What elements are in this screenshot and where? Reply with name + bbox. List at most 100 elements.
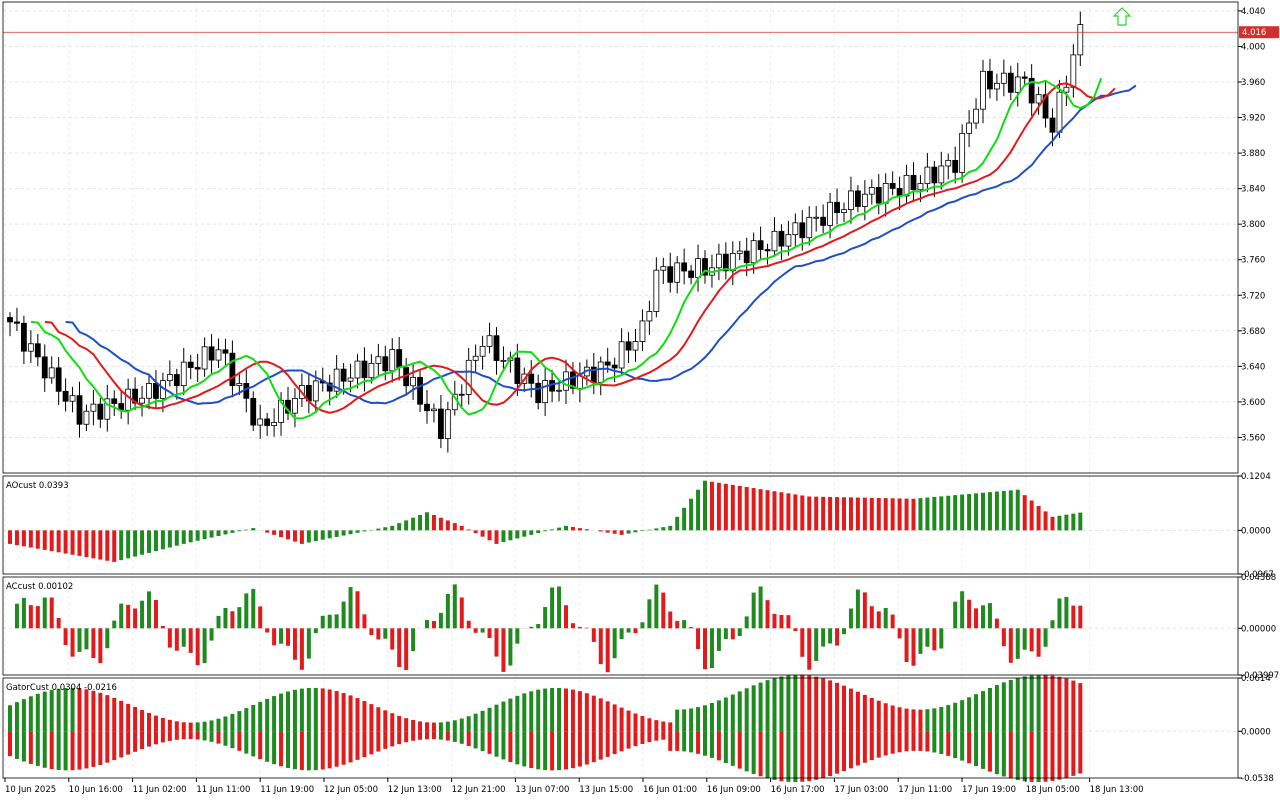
histogram-bar [237,530,242,532]
time-tick-label: 12 Jun 13:00 [388,785,442,795]
histogram-bar [105,530,110,561]
gator-lower-bar [689,731,694,753]
time-tick-label: 16 Jun 17:00 [771,785,825,795]
histogram-bar [452,523,457,531]
gator-lower-bar [682,731,687,752]
histogram-bar [1008,628,1013,663]
histogram-bar [737,485,742,531]
gator-upper-bar [696,707,701,732]
histogram-bar [612,530,617,534]
candle [542,380,549,404]
gator-lower-bar [355,731,360,760]
price-tick-label: 3.560 [1241,433,1265,443]
price-panel[interactable] [3,7,1238,453]
histogram-bar [633,628,638,634]
candle [570,371,576,389]
gator-lower-bar [605,731,610,757]
candle [500,359,507,362]
histogram-bar [765,490,770,531]
gator-upper-bar [751,685,756,732]
panel-frame [2,1,1239,474]
histogram-bar [953,601,958,629]
histogram-bar [292,628,297,660]
histogram-bar [939,628,944,649]
gator-lower-bar [8,731,12,757]
histogram-bar [98,530,103,560]
candle [180,361,187,387]
gator-upper-bar [946,705,951,732]
candle [431,408,437,412]
gator-upper-bar [286,691,290,732]
histogram-bar [779,492,784,531]
time-tick-label: 13 Jun 15:00 [579,785,633,795]
gator-lower-bar [953,731,958,759]
gator-lower-bar [869,731,874,761]
candle [27,343,34,352]
indicator-tick-label: 0.00000 [1241,624,1276,634]
time-tick-label: 10 Jun 2025 [5,785,56,795]
candle [14,321,20,324]
gator-lower-bar [821,731,826,779]
candle [375,356,382,364]
histogram-bar [425,512,429,531]
candle [486,335,493,347]
gator-lower-bar [737,731,742,769]
gator-lower-bar [598,731,603,760]
gator-upper-bar [174,721,179,732]
gator-lower-bar [855,731,860,766]
price-tick-label: 3.640 [1241,362,1265,372]
candle [820,216,827,226]
gator-lower-bar [779,731,784,782]
histogram-bar [91,530,96,559]
ao-panel[interactable] [3,480,1238,562]
gator-upper-bar [1001,682,1006,732]
gator-upper-bar [904,708,909,732]
histogram-bar [362,530,367,532]
histogram-bar [1064,596,1069,629]
gator-lower-bar [258,731,263,760]
gator-upper-bar [1008,679,1013,732]
time-tick-label: 11 Jun 19:00 [260,785,314,795]
gator-lower-bar [452,731,457,742]
gator-upper-bar [160,717,165,732]
histogram-bar [939,496,944,531]
histogram-bar [466,529,471,531]
gator-lower-bar [418,731,423,740]
price-tick-label: 4.000 [1241,42,1265,52]
gator-lower-bar [730,731,735,766]
histogram-bar [661,527,666,531]
time-tick-label: 18 Jun 13:00 [1090,785,1144,795]
gator-upper-bar [91,690,96,732]
histogram-bar [174,628,179,651]
histogram-bar [286,530,290,540]
histogram-bar [689,627,694,629]
gator-upper-bar [299,688,304,732]
histogram-bar [140,530,145,555]
candle [424,403,430,412]
gator-upper-bar [960,700,965,732]
candle [465,359,472,395]
histogram-bar [862,497,867,531]
histogram-bar [626,628,631,633]
time-tick-label: 18 Jun 05:00 [1026,785,1080,795]
gator-lower-bar [946,731,951,756]
ac-panel[interactable] [3,584,1238,673]
gator-lower-bar [925,731,930,752]
candle [625,341,632,351]
gator-lower-bar [793,731,798,783]
candle [173,374,180,387]
histogram-bar [84,530,89,558]
candle [604,361,611,366]
histogram-bar [703,628,707,670]
histogram-bar [473,530,478,534]
gator-upper-bar [828,680,833,732]
candle [827,201,833,226]
histogram-bar [411,628,416,652]
gator-upper-bar [466,716,471,732]
gator-upper-bar [814,676,819,732]
gator-lower-bar [188,731,193,740]
histogram-bar [390,525,395,531]
histogram-bar [487,628,492,638]
gator-panel[interactable] [3,674,1238,783]
